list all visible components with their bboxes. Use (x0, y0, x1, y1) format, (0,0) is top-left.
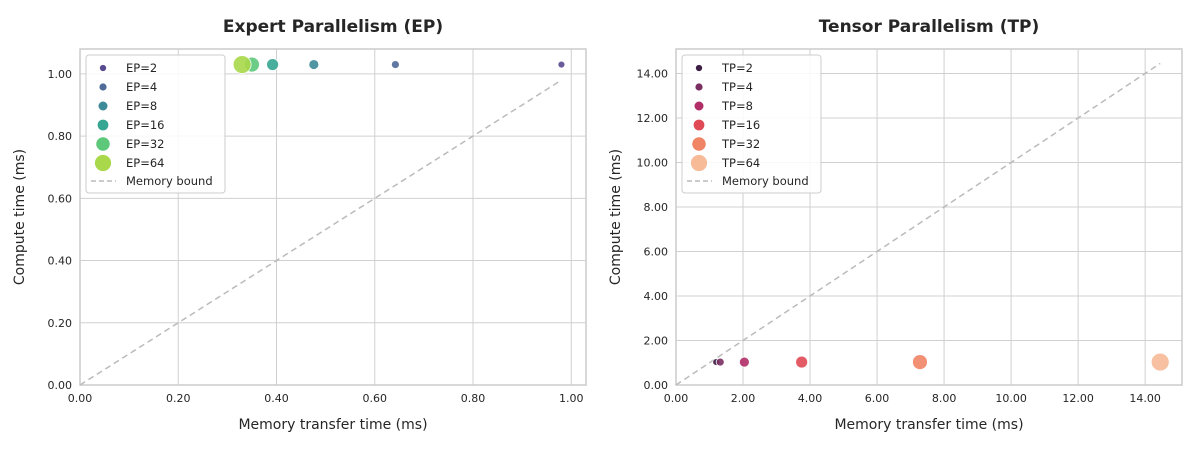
x-tick-label: 0.00 (68, 392, 93, 405)
legend-marker (99, 83, 107, 91)
legend-label: EP=8 (126, 99, 157, 113)
legend-label: Memory bound (126, 174, 213, 188)
data-point-tp-16 (795, 355, 809, 369)
chart-title: Tensor Parallelism (TP) (819, 17, 1040, 37)
legend-marker (693, 119, 705, 131)
legend: EP=2 EP=4 EP=8 EP=16 EP=32 EP=64 Memory bound (85, 54, 226, 194)
y-tick-label: 1.00 (48, 68, 73, 81)
y-tick-label: 4.00 (644, 290, 669, 303)
x-tick-label: 0.40 (264, 392, 289, 405)
legend-label: TP=8 (721, 99, 753, 113)
legend-label: TP=2 (721, 61, 753, 75)
legend-marker (99, 64, 107, 72)
x-axis-label: Memory transfer time (ms) (238, 417, 427, 433)
x-tick-label: 6.00 (865, 392, 890, 405)
plot-frame (675, 48, 1183, 386)
legend-marker (98, 101, 108, 111)
plot-frame (79, 48, 587, 386)
data-point-tp-64 (1150, 352, 1170, 372)
x-tick-label: 0.80 (461, 392, 486, 405)
legend-label: EP=2 (126, 61, 157, 75)
y-tick-label: 0.00 (644, 379, 669, 392)
legend-label: TP=4 (721, 80, 753, 94)
legend: TP=2 TP=4 TP=8 TP=16 TP=32 TP=64 Memory bound (681, 54, 822, 194)
x-tick-label: 0.60 (363, 392, 388, 405)
y-tick-label: 0.40 (48, 255, 73, 268)
y-tick-label: 0.00 (48, 379, 73, 392)
y-tick-label: 0.20 (48, 317, 73, 330)
legend-label: EP=64 (126, 156, 164, 170)
y-tick-label: 14.00 (637, 67, 669, 80)
y-tick-label: 6.00 (644, 245, 669, 258)
legend-marker (94, 154, 112, 172)
x-tick-label: 1.00 (559, 392, 584, 405)
data-point-tp-32 (912, 354, 928, 370)
data-point-tp-4 (715, 357, 725, 367)
legend-marker (694, 101, 704, 111)
data-point-ep-8 (308, 59, 320, 70)
y-tick-label: 2.00 (644, 334, 669, 347)
x-tick-label: 8.00 (932, 392, 957, 405)
y-tick-label: 8.00 (644, 201, 669, 214)
legend-label: EP=32 (126, 137, 164, 151)
data-point-tp-8 (738, 356, 750, 368)
legend-marker (692, 137, 706, 151)
x-tick-label: 2.00 (731, 392, 756, 405)
data-point-ep-4 (390, 60, 400, 69)
legend-marker (695, 64, 703, 72)
legend-box (681, 54, 822, 194)
x-tick-label: 0.00 (664, 392, 689, 405)
x-axis-label: Memory transfer time (ms) (834, 417, 1023, 433)
x-tick-label: 0.20 (166, 392, 191, 405)
legend-marker (97, 119, 109, 131)
legend-label: EP=16 (126, 118, 164, 132)
y-axis-label: Compute time (ms) (608, 149, 624, 285)
legend-label: EP=4 (126, 80, 157, 94)
legend-label: Memory bound (722, 174, 809, 188)
y-tick-label: 12.00 (637, 112, 669, 125)
legend-box (85, 54, 226, 194)
x-tick-label: 14.00 (1129, 392, 1161, 405)
y-tick-label: 0.80 (48, 130, 73, 143)
memory-bound-line (79, 79, 562, 386)
x-tick-label: 12.00 (1062, 392, 1094, 405)
legend-marker (690, 154, 708, 172)
data-point-ep-2 (557, 60, 566, 69)
x-tick-label: 10.00 (995, 392, 1027, 405)
memory-bound-line (675, 62, 1161, 386)
x-tick-label: 4.00 (798, 392, 823, 405)
legend-marker (695, 83, 703, 91)
data-point-ep-64 (232, 55, 252, 74)
legend-marker (96, 137, 110, 151)
subplot-1: 0.00 0.20 0.40 0.60 0.80 1.00 0.00 0.20 0.40 0.60… (12, 17, 587, 433)
subplot-2: 0.00 2.00 4.00 6.00 8.00 10.00 12.00 14.00 0.00 2… (608, 17, 1183, 433)
legend-label: TP=16 (721, 118, 760, 132)
y-tick-label: 10.00 (637, 156, 669, 169)
y-tick-label: 0.60 (48, 192, 73, 205)
data-point-ep-16 (266, 58, 279, 71)
legend-label: TP=64 (721, 156, 760, 170)
chart-title: Expert Parallelism (EP) (223, 17, 443, 37)
y-axis-label: Compute time (ms) (12, 149, 28, 285)
legend-label: TP=32 (721, 137, 760, 151)
